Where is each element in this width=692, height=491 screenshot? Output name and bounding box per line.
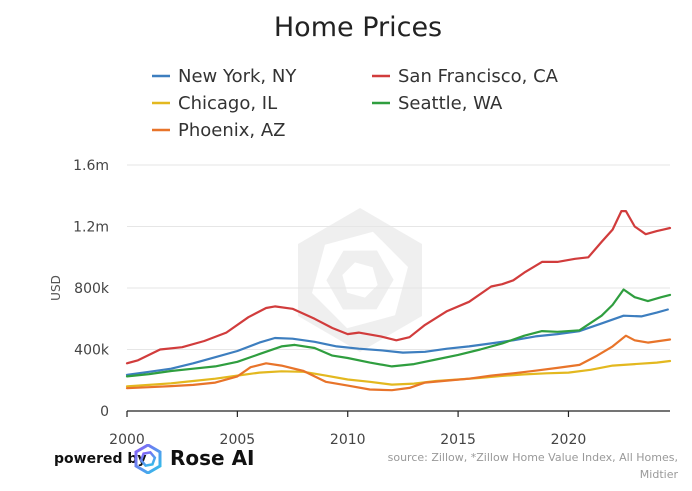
legend-label: Chicago, IL [178,93,277,114]
watermark-logo-icon [298,208,422,352]
brand-name: Rose AI [170,446,255,470]
x-axis: 2000 2005 2010 2015 2020 [109,410,670,448]
y-tick-label: 400k [74,343,110,359]
y-tick-label: 0 [100,404,109,420]
x-tick-label: 2005 [220,432,256,448]
legend-label: San Francisco, CA [398,66,559,87]
y-tick-label: 800k [74,281,110,297]
y-axis: 0 400k 800k 1.2m 1.6m [73,158,110,420]
series-line-3 [125,288,672,378]
x-tick-label: 2015 [440,432,476,448]
legend-item: San Francisco, CA [372,66,559,87]
legend-item: Seattle, WA [372,93,503,114]
legend: New York, NY Chicago, IL Phoenix, AZ San Fr… [152,66,559,141]
legend-label: Seattle, WA [398,93,503,114]
powered-by-text: powered by [54,451,147,467]
y-axis-label: USD [49,275,63,301]
legend-item: Chicago, IL [152,93,277,114]
grid [127,164,670,350]
y-tick-label: 1.2m [73,220,109,236]
x-tick-label: 2020 [551,432,587,448]
series-line-2 [125,359,672,388]
series-lines [125,210,672,392]
source-note: source: Zillow, *Zillow Home Value Index… [387,451,678,481]
rose-ai-logo-icon [134,444,162,474]
legend-item: New York, NY [152,66,297,87]
legend-item: Phoenix, AZ [152,120,286,141]
series-line-4 [125,334,672,392]
legend-label: Phoenix, AZ [178,120,286,141]
x-tick-label: 2000 [109,432,145,448]
series-line-0 [125,308,669,376]
x-tick-label: 2010 [330,432,366,448]
y-tick-label: 1.6m [73,158,109,174]
legend-label: New York, NY [178,66,297,87]
chart-title: Home Prices [274,12,442,43]
series-line-1 [125,210,672,365]
